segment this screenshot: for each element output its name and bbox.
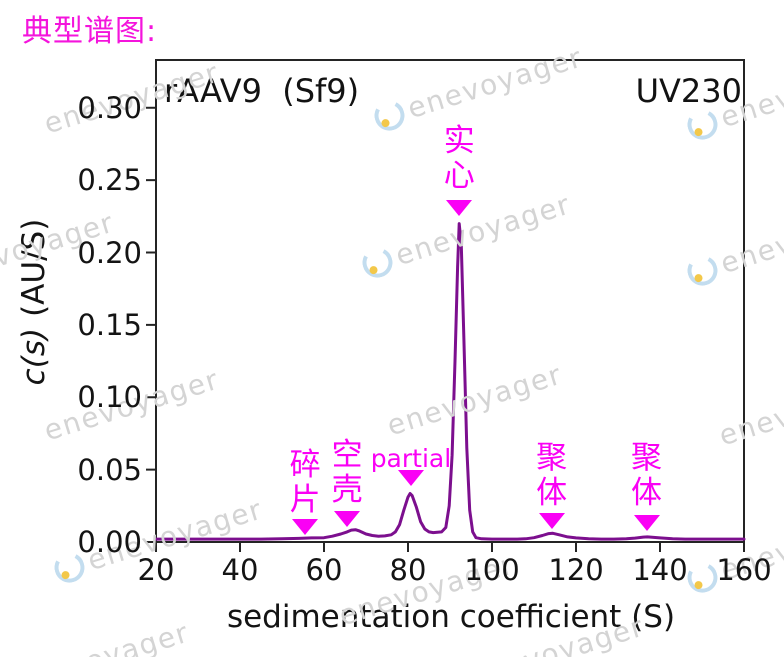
peak-annotation-label: partial — [370, 444, 452, 473]
y-tick-label: 0.15 — [77, 307, 142, 342]
peak-annotation-arrow-icon — [292, 519, 319, 535]
genevoyager-logo-dot — [60, 569, 71, 580]
y-tick-label: 0.00 — [77, 525, 142, 559]
y-tick-label: 0.30 — [77, 90, 142, 125]
cs-distribution-curve — [154, 222, 746, 541]
x-tick-label: 120 — [548, 553, 604, 587]
x-tick-label: 140 — [632, 553, 688, 587]
x-tick-label: 20 — [137, 553, 175, 587]
plot-border — [155, 59, 745, 543]
peak-annotation-label: 聚体 — [631, 440, 663, 511]
peak-annotation-label: 碎片 — [289, 447, 321, 518]
x-tick-label: 40 — [221, 553, 259, 587]
genevoyager-logo-dot — [693, 272, 704, 283]
y-tick-label: 0.25 — [77, 163, 142, 198]
x-tick-label: 100 — [464, 553, 520, 587]
plot-title-sample: rAAV9 (Sf9) — [164, 72, 360, 110]
genevoyager-logo-dot — [693, 126, 704, 137]
peak-annotation-arrow-icon — [334, 511, 361, 527]
y-tick-label: 0.10 — [77, 380, 142, 415]
x-axis-title: sedimentation coefficient (S) — [226, 599, 676, 635]
peak-annotation-arrow-icon — [446, 200, 473, 216]
peak-annotation-label: 空壳 — [331, 437, 363, 508]
genevoyager-logo-dot — [368, 264, 379, 275]
peak-annotation-arrow-icon — [397, 470, 424, 486]
x-tick-label: 160 — [716, 553, 772, 587]
peak-annotation-label: 实心 — [443, 123, 475, 194]
plot-title-detector: UV230 — [635, 72, 742, 110]
y-tick-label: 0.05 — [77, 452, 142, 487]
peak-annotation-arrow-icon — [538, 513, 565, 529]
y-axis-title: c(s)(AU/S) — [16, 152, 56, 452]
y-axis-title-variable: c(s) — [16, 327, 52, 386]
genevoyager-logo-dot — [380, 117, 391, 128]
page-title: 典型谱图: — [22, 14, 158, 49]
x-tick-label: 80 — [389, 553, 427, 587]
peak-annotation-arrow-icon — [633, 515, 660, 531]
y-tick-label: 0.20 — [77, 235, 142, 270]
x-tick-label: 60 — [305, 553, 343, 587]
peak-annotation-label: 聚体 — [536, 440, 568, 511]
